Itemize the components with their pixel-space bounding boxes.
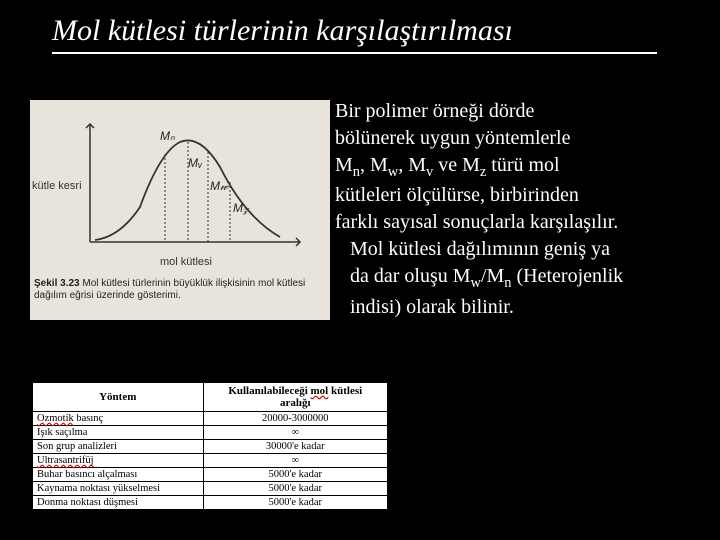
range-cell: 30000'e kadar	[203, 440, 387, 454]
col-method: Yöntem	[33, 383, 204, 412]
table-row: Donma noktası düşmesi5000'e kadar	[33, 496, 388, 510]
table-row: Ultrasantrifüj∞	[33, 454, 388, 468]
table-row: Işık saçılma∞	[33, 426, 388, 440]
methods-table: Yöntem Kullanılabileceği mol kütlesiaral…	[30, 380, 390, 512]
chart-x-label: mol kütlesi	[160, 256, 212, 268]
table-row: Ozmotik basınç20000-3000000	[33, 412, 388, 426]
range-cell: 20000-3000000	[203, 412, 387, 426]
col-range: Kullanılabileceği mol kütlesiaralığı	[203, 383, 387, 412]
method-cell: Buhar basıncı alçalması	[33, 468, 204, 482]
chart-y-label: kütle kesri	[32, 180, 82, 192]
distribution-chart: Mₙ Mᵥ M𝓌 M𝓏 kütle kesri mol kütlesi Şeki…	[30, 100, 330, 320]
main-paragraph: Bir polimer örneği dörde bölünerek uygun…	[335, 98, 705, 321]
svg-text:Mₙ: Mₙ	[160, 129, 175, 143]
svg-text:Mᵥ: Mᵥ	[188, 156, 203, 170]
table-row: Buhar basıncı alçalması5000'e kadar	[33, 468, 388, 482]
range-cell: ∞	[203, 454, 387, 468]
table-row: Kaynama noktası yükselmesi5000'e kadar	[33, 482, 388, 496]
method-cell: Ozmotik basınç	[33, 412, 204, 426]
range-cell: 5000'e kadar	[203, 468, 387, 482]
method-cell: Kaynama noktası yükselmesi	[33, 482, 204, 496]
page-title: Mol kütlesi türlerinin karşılaştırılması	[52, 14, 657, 54]
range-cell: 5000'e kadar	[203, 482, 387, 496]
table-row: Son grup analizleri30000'e kadar	[33, 440, 388, 454]
method-cell: Donma noktası düşmesi	[33, 496, 204, 510]
svg-text:M𝓌: M𝓌	[210, 179, 230, 193]
method-cell: Işık saçılma	[33, 426, 204, 440]
method-cell: Son grup analizleri	[33, 440, 204, 454]
chart-svg: Mₙ Mᵥ M𝓌 M𝓏	[70, 112, 310, 262]
range-cell: 5000'e kadar	[203, 496, 387, 510]
chart-caption: Şekil 3.23 Mol kütlesi türlerinin büyükl…	[34, 278, 326, 302]
table-header-row: Yöntem Kullanılabileceği mol kütlesiaral…	[33, 383, 388, 412]
svg-text:M𝓏: M𝓏	[233, 201, 250, 215]
method-cell: Ultrasantrifüj	[33, 454, 204, 468]
range-cell: ∞	[203, 426, 387, 440]
